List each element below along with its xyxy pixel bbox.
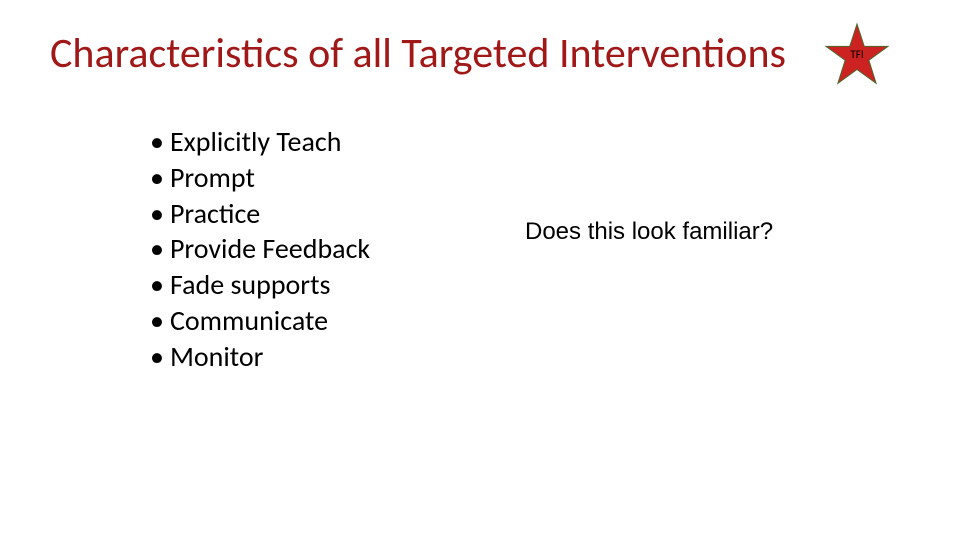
list-item-label: Provide Feedback [170,231,370,266]
bullet-icon: • [150,303,164,339]
tfi-star: TFI [822,22,892,88]
list-item: •Monitor [150,339,370,375]
bullet-icon: • [150,160,164,196]
list-item: •Fade supports [150,267,370,303]
bullet-icon: • [150,231,164,267]
list-item: •Practice [150,196,370,232]
list-item-label: Practice [170,196,260,231]
bullet-icon: • [150,124,164,160]
slide-title: Characteristics of all Targeted Interven… [50,28,786,79]
list-item-label: Prompt [170,160,255,195]
star-label: TFI [850,48,863,61]
list-item-label: Explicitly Teach [170,124,342,159]
list-item-label: Fade supports [170,267,330,302]
list-item: •Prompt [150,160,370,196]
bullet-icon: • [150,196,164,232]
list-item: •Communicate [150,303,370,339]
list-item-label: Communicate [170,303,328,338]
bullet-icon: • [150,339,164,375]
callout-text: Does this look familiar? [525,218,773,246]
list-item: •Explicitly Teach [150,124,370,160]
bullet-icon: • [150,267,164,303]
list-item-label: Monitor [170,339,263,374]
list-item: •Provide Feedback [150,231,370,267]
bullet-list: •Explicitly Teach •Prompt •Practice •Pro… [150,124,370,375]
